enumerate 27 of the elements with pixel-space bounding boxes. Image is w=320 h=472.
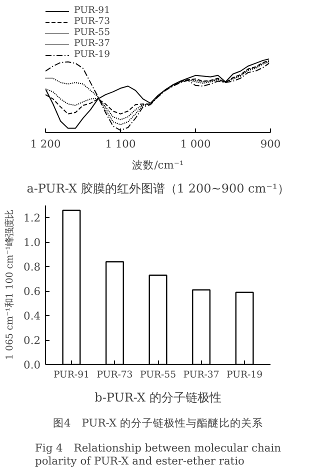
x-tick-label: 1 100 xyxy=(105,138,136,150)
legend-label: PUR-73 xyxy=(74,16,110,27)
y-tick-label: 0.0 xyxy=(24,358,41,372)
y-tick-label: 1.0 xyxy=(24,236,41,250)
y-tick-label: 0.8 xyxy=(24,260,41,274)
y-tick-label: 0.6 xyxy=(24,285,41,298)
x-tick-label: PUR-55 xyxy=(140,370,176,380)
y-tick-label: 0.2 xyxy=(24,334,41,348)
x-tick-label: PUR-37 xyxy=(183,370,220,380)
legend-label: PUR-19 xyxy=(74,49,110,60)
x-tick-label: 900 xyxy=(260,138,281,150)
caption: Fig 4 Relationship between molecular chain polarity of PUR-X and ester-ether ratio xyxy=(35,442,282,468)
text: b-PUR-X 的分子链极性 xyxy=(94,390,222,404)
y-axis-title: 1 065 cm⁻¹和1 100 cm⁻¹峰强度比 xyxy=(4,210,16,360)
legend-label: PUR-91 xyxy=(74,5,110,16)
legend-label: PUR-37 xyxy=(74,38,110,49)
x-tick-label: PUR-19 xyxy=(226,370,263,380)
x-tick-label: 1 000 xyxy=(180,138,211,150)
legend-label: PUR-55 xyxy=(74,27,110,38)
x-tick-label: PUR-91 xyxy=(53,370,90,380)
x-tick-label: PUR-73 xyxy=(96,370,133,380)
y-tick-label: 1.2 xyxy=(24,212,41,225)
caption: 图4 PUR-X 的分子链极性与酯醚比的关系 xyxy=(53,416,263,430)
x-tick-label: 1 200 xyxy=(30,138,61,150)
y-tick-label: 0.4 xyxy=(24,310,41,323)
x-axis-title: 波数/cm⁻¹ xyxy=(132,158,184,172)
text: a-PUR-X 胶膜的红外图谱（1 200~900 cm⁻¹） xyxy=(26,182,290,196)
